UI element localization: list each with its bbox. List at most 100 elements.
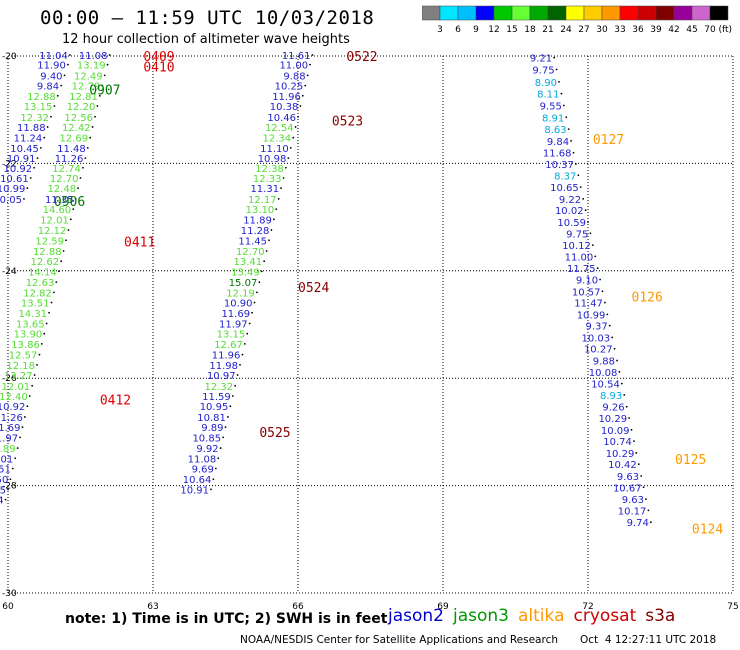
wave-height-value: 12.32: [20, 113, 49, 124]
wave-height-value: 10.67: [613, 483, 642, 494]
observation-dot: [229, 405, 232, 408]
wave-height-value: 10.99: [0, 184, 25, 195]
observation-dot: [89, 136, 92, 139]
wave-height-value: 11.88: [17, 123, 46, 134]
wave-height-value: 11.31: [250, 184, 279, 195]
observation-dot: [613, 347, 616, 350]
wave-height-value: 11.61: [282, 51, 311, 62]
wave-height-value: 10.64: [183, 475, 212, 486]
wave-height-value: 12.40: [0, 392, 28, 403]
observation-dot: [217, 457, 220, 460]
wave-height-value: 10.65: [550, 183, 579, 194]
observation-dot: [21, 426, 24, 429]
observation-dot: [258, 281, 261, 284]
wave-height-value: 13.19: [77, 61, 106, 72]
observation-dot: [28, 395, 31, 397]
wave-height-value: 8.37: [554, 171, 576, 182]
observation-dot: [50, 301, 53, 304]
colorbar-swatch: [709, 5, 729, 21]
colorbar-tick-label: 24: [560, 25, 572, 35]
credit-timestamp: Oct 4 12:27:11 UTC 2018: [580, 634, 717, 646]
wave-height-value: 9.75: [566, 229, 588, 240]
observation-dot: [584, 209, 587, 212]
wave-height-value: 12.01: [40, 215, 69, 226]
colorbar-tick-label: 36: [632, 25, 644, 35]
observation-dot: [280, 187, 282, 190]
colorbar-tick-label: 12: [488, 25, 499, 35]
observation-dot: [57, 270, 60, 273]
wave-height-value: 10.91: [180, 485, 209, 496]
observation-dot: [16, 447, 19, 449]
wave-height-value: 8.91: [542, 113, 564, 124]
wave-height-value: 12.63: [26, 278, 55, 289]
wave-height-value: 12.79: [72, 82, 101, 93]
lon-tick-label: 69: [437, 602, 449, 612]
lon-tick-label: 66: [292, 602, 304, 612]
observation-dot: [108, 54, 111, 56]
pass-time-label: 0411: [124, 235, 155, 250]
observation-dot: [55, 281, 58, 284]
observation-dot: [86, 147, 89, 149]
wave-height-value: 10.37: [545, 160, 574, 171]
wave-height-value: 14.31: [18, 309, 47, 320]
observation-dot: [219, 447, 222, 449]
wave-height-value: 12.59: [35, 236, 64, 247]
observation-dot: [9, 478, 12, 481]
observation-dot: [72, 208, 75, 211]
observation-dot: [214, 467, 217, 470]
observation-dot: [272, 218, 275, 221]
wave-height-value: 9.55: [540, 101, 562, 112]
observation-dot: [306, 74, 309, 77]
wave-height-value: 11.26: [55, 154, 84, 165]
observation-dot: [301, 94, 304, 97]
wave-height-value: 10.29: [606, 449, 635, 460]
observation-dot: [62, 250, 65, 252]
wave-height-value: 9.84: [37, 82, 59, 93]
observation-dot: [36, 157, 39, 160]
observation-dot: [309, 63, 311, 66]
observation-dot: [633, 440, 635, 443]
wave-height-value: 10.05: [0, 195, 22, 206]
wave-height-value: 11.90: [37, 61, 66, 72]
wave-height-value: 9.21: [530, 54, 552, 65]
observation-dot: [599, 278, 601, 281]
wave-height-value: 11.35: [45, 195, 74, 206]
wave-height-value: 12.20: [67, 102, 96, 113]
legend-item-jason2: jason2: [388, 606, 444, 626]
wave-height-value: 10.91: [7, 154, 36, 165]
wave-height-value: 8.11: [537, 90, 559, 101]
observation-dot: [248, 322, 251, 325]
observation-dot: [19, 436, 21, 439]
wave-height-value: 13.86: [11, 340, 40, 351]
wave-height-value: 10.29: [598, 414, 627, 425]
wave-height-value: 12.69: [60, 134, 89, 145]
legend-item-jason3: jason3: [453, 606, 509, 626]
lat-tick-label: -24: [2, 267, 17, 277]
observation-dot: [555, 68, 558, 71]
wave-height-value: 12.38: [255, 164, 284, 175]
wave-height-value: 10.54: [591, 380, 620, 391]
colorbar-tick-label: 42: [668, 25, 679, 35]
pass-time-label: 0522: [346, 50, 377, 65]
observation-dot: [7, 488, 9, 491]
observation-dot: [275, 208, 278, 211]
lon-tick-label: 72: [582, 602, 593, 612]
observation-dot: [601, 290, 604, 293]
wave-height-value: 8.90: [535, 78, 557, 89]
credit-text: NOAA/NESDIS Center for Satellite Applica…: [240, 634, 558, 646]
pass-time-label: 0124: [692, 523, 723, 538]
wave-height-value: 9.26: [602, 403, 624, 414]
observation-dot: [69, 218, 72, 221]
pass-time-label: 0125: [675, 453, 706, 468]
observation-dot: [63, 74, 66, 77]
lat-tick-label: -26: [2, 374, 17, 384]
wave-height-value: 9.84: [547, 137, 569, 148]
observation-dot: [589, 232, 592, 235]
observation-dot: [620, 382, 623, 385]
observation-dot: [33, 166, 35, 169]
wave-height-value: 11.97: [219, 320, 248, 331]
observation-dot: [577, 174, 580, 177]
wave-height-value: 12.56: [64, 113, 93, 124]
colorbar-tick-label: 30: [596, 25, 608, 35]
observation-dot: [94, 115, 96, 118]
